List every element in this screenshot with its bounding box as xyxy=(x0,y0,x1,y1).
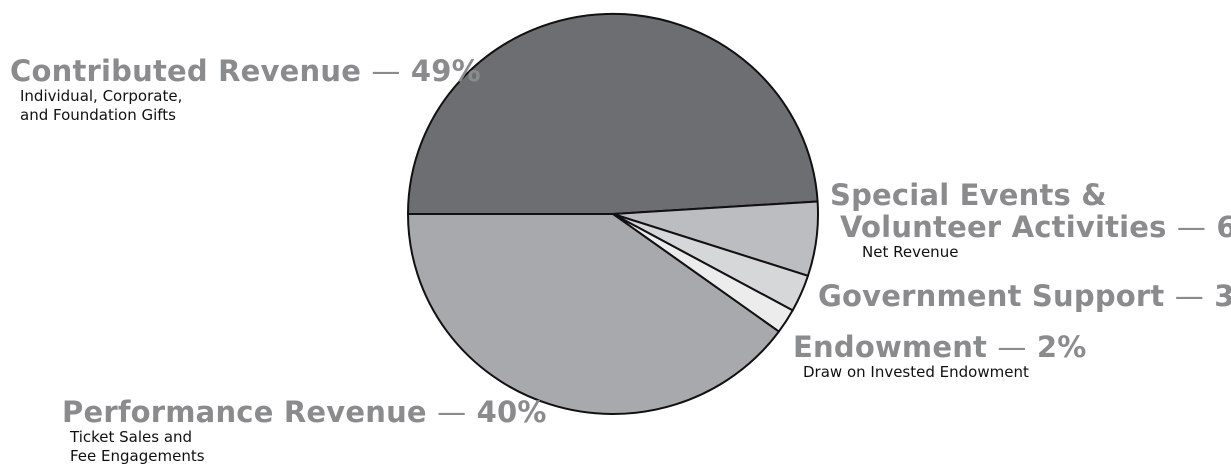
slice-detail-performance-1: Ticket Sales and xyxy=(70,428,193,446)
slice-title-contributed: Contributed Revenue — 49% xyxy=(10,54,481,88)
slice-title-special-events-1: Special Events & xyxy=(830,178,1107,212)
pie-slice-performance xyxy=(407,213,780,415)
slice-detail-contributed-2: and Foundation Gifts xyxy=(20,106,176,124)
slice-title-special-events-2: Volunteer Activities — 6% xyxy=(840,210,1231,244)
pie-slice-contributed xyxy=(407,12,819,215)
label-contributed-revenue: Contributed Revenue — 49% Individual, Co… xyxy=(10,55,481,125)
slice-detail-endowment: Draw on Invested Endowment xyxy=(803,363,1029,381)
slice-title-government: Government Support — 3% xyxy=(818,279,1231,313)
label-performance-revenue: Performance Revenue — 40% Ticket Sales a… xyxy=(62,396,547,466)
label-special-events: Special Events & Volunteer Activities — … xyxy=(830,179,1231,262)
slice-detail-performance-2: Fee Engagements xyxy=(70,447,205,465)
slice-detail-contributed-1: Individual, Corporate, xyxy=(20,87,183,105)
label-government-support: Government Support — 3% xyxy=(818,280,1231,312)
slice-title-performance: Performance Revenue — 40% xyxy=(62,395,547,429)
label-endowment: Endowment — 2% Draw on Invested Endowmen… xyxy=(793,331,1087,382)
slice-detail-special-events: Net Revenue xyxy=(862,243,959,261)
slice-title-endowment: Endowment — 2% xyxy=(793,330,1087,364)
